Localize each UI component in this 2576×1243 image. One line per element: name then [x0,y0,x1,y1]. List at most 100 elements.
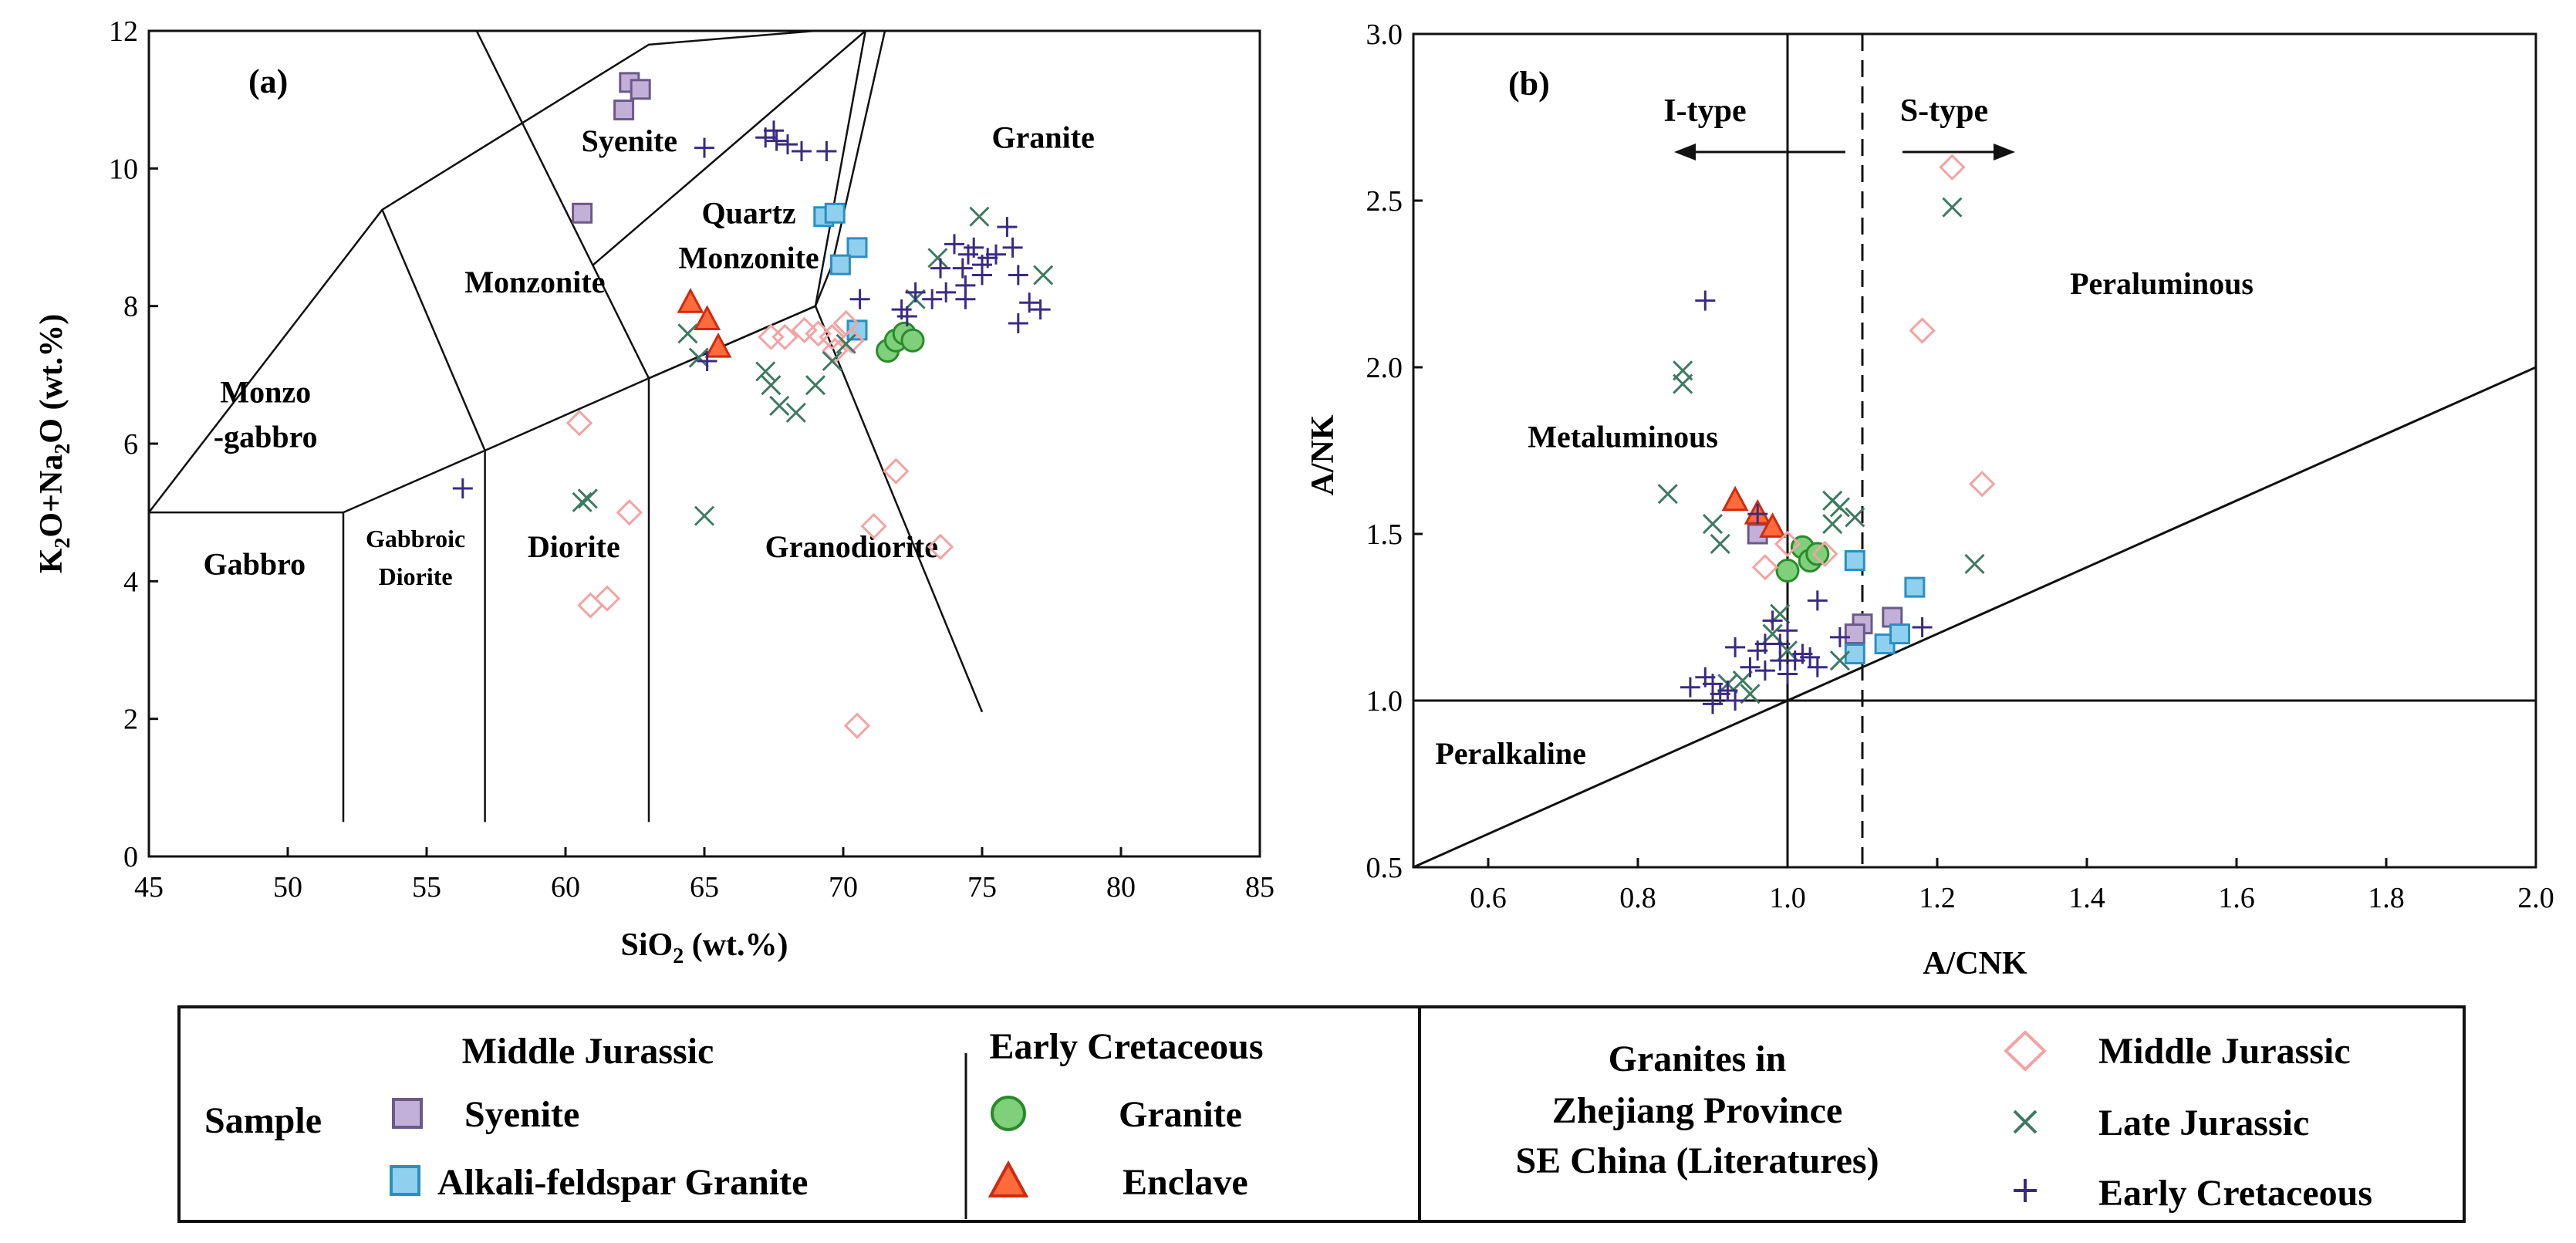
series-sample-early-cretaceous-enclave [677,288,732,358]
data-point-plus [1762,610,1783,631]
panel-b-field-labels: Peraluminous Metaluminous Peralkaline [1435,266,2254,771]
x-tick-label: 2.0 [2517,882,2554,914]
y-tick-label: 1.0 [1366,685,1403,718]
panel-a-field-labels: Syenite Quartz Monzonite Monzonite Granite Mo… [203,120,1094,590]
data-point-x [1710,533,1730,555]
data-point-square [1844,623,1865,645]
x-tick-label: 1.8 [2368,882,2405,914]
data-point-plus [930,258,950,279]
data-point-diamond [1774,530,1801,558]
x-tick-label: 85 [1245,871,1274,904]
field-label-granodiorite: Granodiorite [765,529,938,564]
field-label-peraluminous: Peraluminous [2070,266,2254,301]
data-point-plus [1725,637,1746,657]
data-point-square [1844,550,1865,572]
panel-a-field-boundaries [148,29,984,822]
data-point-x [1033,265,1054,285]
data-point-x [836,333,856,354]
field-label-monzo: Monzo [220,375,311,410]
x-tick-label: 65 [690,871,719,904]
data-point-x [1822,513,1843,535]
data-point-square [613,100,635,121]
data-point-x [694,505,715,526]
field-boundary-line [148,29,816,513]
y-tick-label: 2 [123,704,138,736]
data-point-plus [1778,664,1798,684]
data-point-x [1829,650,1850,671]
legend-sample-label: Sample [204,1100,322,1141]
data-point-diamond [838,327,865,354]
data-point-plus [697,351,717,371]
legend-alkali-feldspar-granite-label: Alkali-feldspar Granite [437,1162,808,1203]
legend-lit-early-cretaceous-marker [2014,1179,2037,1202]
legend-syenite-marker [392,1098,423,1129]
field-boundary-line [648,305,816,380]
data-point-diamond [1969,471,1996,498]
data-point-square [1904,576,1926,598]
data-point-diamond [616,499,643,526]
series-literature-late-jurassic [1657,197,1985,704]
legend-middle-jurassic-header: Middle Jurassic [462,1031,714,1072]
data-point-plus [1703,694,1723,714]
data-point-x [1964,553,1985,574]
data-point-x [755,361,776,382]
panel-a-x-axis-label: SiO2 (wt.%) [621,927,788,968]
data-point-diamond [860,512,887,540]
legend-lit-middle-jurassic-marker [2004,1030,2047,1072]
panel-b-x-ticks: 0.6 0.8 1.0 1.2 1.4 1.6 1.8 2.0 [1470,858,2554,914]
data-point-circle [1775,559,1800,583]
data-point-diamond [927,533,954,560]
data-point-x [969,206,990,227]
data-point-diamond [566,410,593,437]
x-tick-label: 50 [273,871,302,904]
data-point-plus [849,289,870,309]
data-point-plus [955,289,976,309]
data-point-x [927,248,948,269]
x-tick-label: 1.0 [1769,882,1806,914]
x-tick-label: 70 [829,871,858,904]
data-point-plus [452,478,473,498]
field-label-granite: Granite [992,120,1095,155]
data-point-triangle [704,332,732,358]
series-literature-early-cretaceous [452,120,1051,498]
data-point-square [1844,643,1865,665]
y-tick-label: 10 [109,153,138,185]
legend-lit-early-cretaceous-label: Early Cretaceous [2098,1173,2372,1214]
series-sample-early-cretaceous-granite [1775,535,1830,583]
s-type-label: S-type [1900,93,1988,129]
data-point-x [572,491,593,512]
legend-granite-marker [991,1096,1026,1131]
data-point-plus [1008,312,1028,333]
x-tick-label: 55 [412,871,441,904]
field-label-diorite: Diorite [379,562,453,590]
x-tick-label: 1.6 [2218,882,2255,914]
data-point-triangle [694,305,721,330]
data-point-x [1762,623,1783,644]
data-point-triangle [677,288,704,313]
series-sample-middle-jurassic-alkali-feldspar-granite [1844,550,1926,665]
data-point-plus [952,258,973,279]
field-boundary-line [593,30,866,266]
data-point-plus [972,265,992,285]
data-point-plus [816,141,837,162]
data-point-plus [694,137,714,158]
data-point-plus [1019,292,1040,313]
x-tick-label: 1.4 [2068,882,2105,914]
data-point-x [769,395,790,417]
panel-a-y-ticks: 0 2 4 6 8 10 12 [109,15,158,873]
field-label-monzonite: Monzonite [679,241,819,275]
y-tick-label: 0.5 [1366,852,1403,884]
data-point-plus [922,289,943,309]
series-literature-early-cretaceous [1680,290,1933,714]
data-point-diamond [843,712,871,739]
data-point-plus [1770,650,1791,671]
y-tick-label: 12 [109,15,138,48]
field-label-gabbroic: Gabbroic [366,525,465,552]
y-tick-label: 1.5 [1366,518,1403,551]
data-point-plus [1754,660,1775,681]
field-label-quartz: Quartz [702,196,796,231]
data-point-square [829,254,851,275]
data-point-plus [1747,640,1768,661]
data-point-triangle [1759,512,1787,538]
data-point-plus [936,282,957,302]
